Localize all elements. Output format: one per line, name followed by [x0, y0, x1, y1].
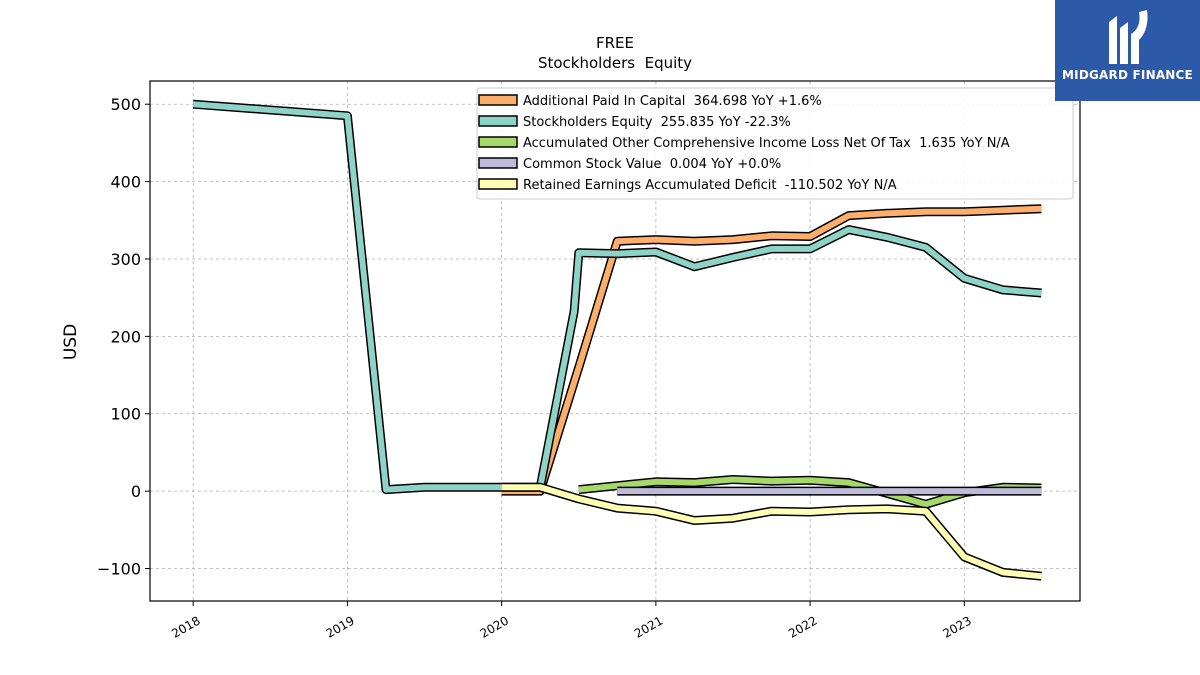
series-group — [192, 99, 1042, 581]
y-tick-label: 500 — [110, 95, 141, 114]
legend-entry: Common Stock Value 0.004 YoY +0.0% — [523, 157, 781, 172]
y-tick-label: 0 — [131, 482, 141, 501]
series-line-fill — [501, 484, 1042, 580]
x-tick-label: 2021 — [632, 613, 665, 640]
x-tick-label: 2020 — [478, 613, 511, 640]
logo-mark-icon — [1109, 10, 1148, 64]
legend-box — [476, 87, 1074, 200]
series-line-1 — [501, 204, 1042, 496]
y-axis-ticks: −100 0 100 200 300 400 500 — [97, 95, 150, 579]
y-tick-label: 100 — [110, 405, 141, 424]
midgard-finance-logo: MIDGARD FINANCE — [1055, 0, 1200, 101]
legend-entry: Stockholders Equity 255.835 YoY -22.3% — [523, 115, 791, 130]
legend-swatch — [478, 178, 518, 190]
series-line-fill — [501, 205, 1042, 495]
x-tick-label: 2018 — [169, 613, 202, 640]
x-tick-label: 2019 — [323, 613, 356, 640]
x-tick-label: 2023 — [940, 613, 973, 640]
y-tick-label: 200 — [110, 327, 141, 346]
x-axis-ticks: 2018 2019 2020 2021 2022 2023 — [169, 601, 974, 641]
y-tick-label: 400 — [110, 173, 141, 192]
legend-swatch — [478, 94, 518, 106]
chart-title: FREE — [596, 34, 634, 52]
y-tick-label: −100 — [97, 560, 141, 579]
series-line-5 — [501, 482, 1042, 581]
y-axis-label: USD — [61, 324, 81, 360]
legend-swatch — [478, 157, 518, 169]
legend-entry: Accumulated Other Comprehensive Income L… — [523, 136, 1010, 151]
legend-swatch — [478, 136, 518, 148]
legend-entry: Retained Earnings Accumulated Deficit -1… — [523, 178, 897, 193]
legend-entry: Additional Paid In Capital 364.698 YoY +… — [523, 94, 822, 109]
series-line-2 — [192, 99, 1042, 495]
legend-swatch — [478, 115, 518, 127]
legend: Additional Paid In Capital 364.698 YoY +… — [476, 87, 1074, 200]
x-tick-label: 2022 — [786, 613, 819, 640]
logo-text: MIDGARD FINANCE — [1062, 68, 1193, 82]
y-tick-label: 300 — [110, 250, 141, 269]
plot-frame — [149, 80, 1081, 602]
chart-subtitle: Stockholders Equity — [538, 54, 692, 72]
series-line-fill — [192, 101, 1042, 493]
